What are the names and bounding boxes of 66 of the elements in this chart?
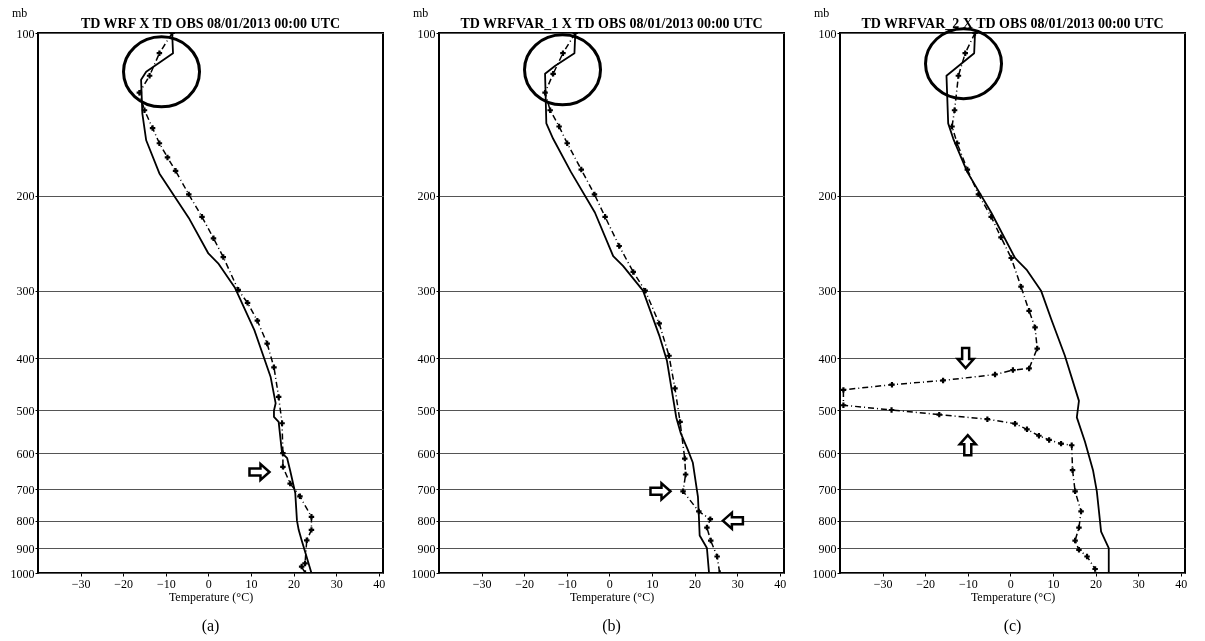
x-tick-label: 20 (1090, 576, 1103, 591)
x-tick-label: 20 (689, 576, 702, 591)
x-tick-label: 30 (330, 576, 343, 591)
x-tick-label: 10 (245, 576, 258, 591)
chart-title: TD WRFVAR_2 X TD OBS 08/01/2013 00:00 UTC (861, 16, 1164, 31)
chart-title: TD WRFVAR_1 X TD OBS 08/01/2013 00:00 UTC (460, 16, 763, 31)
y-tick-label: 600 (16, 446, 35, 461)
x-tick-label: −30 (873, 576, 893, 591)
x-tick-label: −10 (156, 576, 176, 591)
x-axis-title: Temperature (°C) (569, 589, 655, 604)
y-tick-label: 600 (417, 446, 436, 461)
x-tick-label: −20 (114, 576, 134, 591)
y-tick-label: 300 (818, 284, 837, 299)
y-tick-label: 1000 (411, 566, 436, 581)
y-tick-label: 400 (417, 351, 436, 366)
x-tick-label: −10 (557, 576, 577, 591)
y-tick-label: 700 (818, 482, 837, 497)
y-tick-label: 100 (818, 26, 837, 41)
x-tick-label: −20 (515, 576, 535, 591)
y-tick-label: 100 (16, 26, 35, 41)
y-tick-label: 200 (818, 189, 837, 204)
x-tick-label: 10 (646, 576, 659, 591)
y-tick-label: 200 (16, 189, 35, 204)
y-tick-label: 300 (16, 284, 35, 299)
y-tick-label: 400 (818, 351, 837, 366)
x-tick-label: 0 (205, 576, 212, 591)
x-tick-label: −30 (472, 576, 492, 591)
x-tick-label: −20 (916, 576, 936, 591)
y-tick-label: 300 (417, 284, 436, 299)
y-tick-label: 600 (818, 446, 837, 461)
y-tick-label: 500 (16, 403, 35, 418)
y-tick-label: 500 (818, 403, 837, 418)
y-axis-title: mb (413, 6, 429, 20)
y-tick-label: 500 (417, 403, 436, 418)
y-tick-label: 200 (417, 189, 436, 204)
y-tick-label: 900 (818, 541, 837, 556)
y-tick-label: 1000 (812, 566, 837, 581)
text: (a) (201, 617, 220, 635)
text: (b) (602, 617, 621, 635)
x-axis-title: Temperature (°C) (168, 589, 254, 604)
x-tick-label: 40 (373, 576, 386, 591)
y-axis-title: mb (814, 6, 830, 20)
x-tick-label: −30 (71, 576, 91, 591)
y-tick-label: 900 (417, 541, 436, 556)
y-tick-label: 1000 (10, 566, 35, 581)
x-tick-label: 0 (1007, 576, 1014, 591)
chart-title: TD WRF X TD OBS 08/01/2013 00:00 UTC (80, 16, 341, 31)
x-tick-label: 40 (774, 576, 787, 591)
x-axis-title: Temperature (°C) (970, 589, 1056, 604)
text: (c) (1003, 617, 1022, 635)
y-tick-label: 800 (417, 514, 436, 529)
y-axis-title: mb (12, 6, 28, 20)
y-tick-label: 800 (16, 514, 35, 529)
x-tick-label: 10 (1047, 576, 1060, 591)
y-tick-label: 900 (16, 541, 35, 556)
x-tick-label: 20 (288, 576, 301, 591)
x-tick-label: −10 (958, 576, 978, 591)
x-tick-label: 0 (606, 576, 613, 591)
y-tick-label: 100 (417, 26, 436, 41)
y-tick-label: 800 (818, 514, 837, 529)
x-tick-label: 30 (731, 576, 744, 591)
y-tick-label: 700 (417, 482, 436, 497)
y-tick-label: 700 (16, 482, 35, 497)
y-tick-label: 400 (16, 351, 35, 366)
x-tick-label: 40 (1175, 576, 1188, 591)
x-tick-label: 30 (1132, 576, 1145, 591)
